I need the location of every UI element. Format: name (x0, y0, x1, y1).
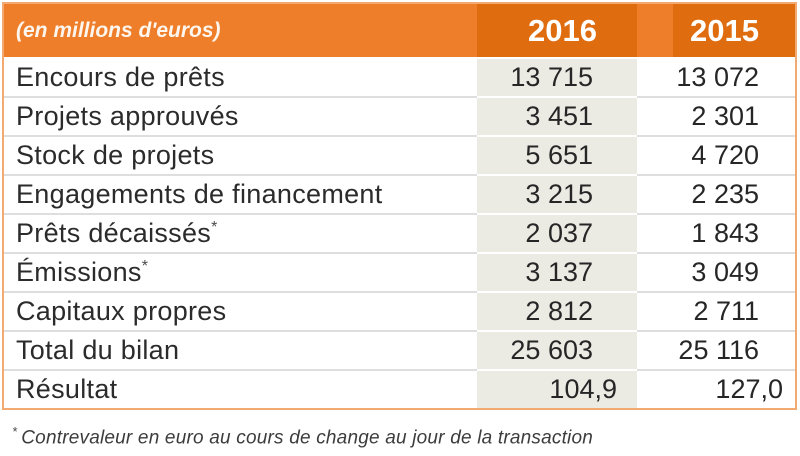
table-row: Émissions* 3 137 3 049 (4, 252, 795, 291)
table-row: Capitaux propres 2 812 2 711 (4, 291, 795, 330)
table-row: Projets approuvés 3 451 2 301 (4, 96, 795, 135)
row-label: Capitaux propres (4, 291, 477, 330)
row-label-text: Résultat (16, 374, 118, 404)
footnote-marker: * (12, 424, 18, 439)
footnote: * Contrevaleur en euro au cours de change… (12, 424, 593, 449)
value-2015: 1 843 (637, 213, 795, 252)
row-label-text: Projets approuvés (16, 101, 239, 131)
value-2015: 2 711 (637, 291, 795, 330)
row-label-text: Émissions (16, 257, 142, 287)
table-row: Encours de prêts 13 715 13 072 (4, 57, 795, 96)
row-label: Émissions* (4, 252, 477, 291)
table-row: Prêts décaissés* 2 037 1 843 (4, 213, 795, 252)
table-row: Total du bilan 25 603 25 116 (4, 330, 795, 369)
row-label-text: Engagements de financement (16, 179, 383, 209)
value-2015: 25 116 (637, 330, 795, 369)
table-header-row: (en millions d'euros) 2016 2015 (4, 4, 795, 57)
row-label: Résultat (4, 369, 477, 408)
row-label-text: Prêts décaissés (16, 218, 212, 248)
table-row: Engagements de financement 3 215 2 235 (4, 174, 795, 213)
value-2015: 127,0 (637, 369, 795, 408)
unit-label: (en millions d'euros) (4, 4, 477, 57)
value-2016: 25 603 (477, 330, 637, 369)
row-label: Encours de prêts (4, 57, 477, 96)
value-2016: 104,9 (477, 369, 637, 408)
value-2016: 5 651 (477, 135, 637, 174)
asterisk-marker: * (141, 258, 149, 275)
row-label: Projets approuvés (4, 96, 477, 135)
row-label: Stock de projets (4, 135, 477, 174)
row-label-text: Encours de prêts (16, 62, 225, 92)
value-2016: 13 715 (477, 57, 637, 96)
table-row: Résultat 104,9 127,0 (4, 369, 795, 408)
table-row: Stock de projets 5 651 4 720 (4, 135, 795, 174)
value-2015: 13 072 (637, 57, 795, 96)
value-2015: 2 235 (637, 174, 795, 213)
row-label-text: Stock de projets (16, 140, 215, 170)
column-header-2015: 2015 (673, 4, 795, 57)
value-2016: 3 137 (477, 252, 637, 291)
row-label: Engagements de financement (4, 174, 477, 213)
row-label: Prêts décaissés* (4, 213, 477, 252)
value-2015: 2 301 (637, 96, 795, 135)
value-2016: 3 215 (477, 174, 637, 213)
value-2015: 4 720 (637, 135, 795, 174)
value-2016: 2 812 (477, 291, 637, 330)
value-2016: 3 451 (477, 96, 637, 135)
financial-table: (en millions d'euros) 2016 2015 Encours … (2, 2, 797, 410)
value-2016: 2 037 (477, 213, 637, 252)
row-label-text: Total du bilan (16, 335, 180, 365)
asterisk-marker: * (211, 219, 218, 236)
value-2015: 3 049 (637, 252, 795, 291)
column-header-2016: 2016 (477, 4, 637, 57)
row-label: Total du bilan (4, 330, 477, 369)
header-spacer (637, 4, 673, 57)
row-label-text: Capitaux propres (16, 296, 227, 326)
footnote-text: Contrevaleur en euro au cours de change … (21, 427, 594, 449)
